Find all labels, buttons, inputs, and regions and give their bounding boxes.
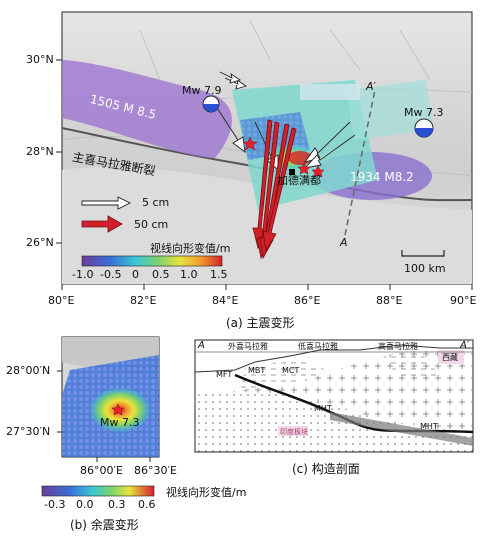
b-lon-label-8630: 86°30′E: [134, 464, 177, 477]
c-a-prime-label: A′: [460, 340, 470, 351]
c-mht2: MHT: [420, 422, 438, 431]
lon-label-90: 90°E: [450, 294, 477, 307]
colorbar-a-tick: 1.0: [180, 268, 198, 281]
colorbar-a-tick: 0.5: [152, 268, 170, 281]
b-mw-label: Mw 7.3: [100, 416, 140, 429]
caption-b: (b) 余震变形: [70, 518, 139, 532]
scale-bar: [401, 250, 445, 257]
colorbar-a-tick: 0: [132, 268, 139, 281]
profile-a-label: A: [340, 236, 348, 249]
aftershock-insar: [62, 355, 159, 457]
label-1934: 1934 M8.2: [350, 170, 414, 184]
lon-label-86: 86°E: [294, 294, 321, 307]
colorbar-b: [41, 485, 155, 497]
city-label: 加德满都: [277, 174, 321, 187]
colorbar-a-tick: -1.0: [72, 268, 94, 281]
c-mht: MHT: [314, 404, 332, 413]
profile-line: [344, 89, 376, 236]
kathmandu-marker: [289, 169, 295, 175]
epicenter-stars: [242, 136, 325, 178]
c-mft: MFT: [216, 370, 233, 379]
mw79-label: Mw 7.9: [182, 84, 222, 97]
colorbar-a-tick: -0.5: [100, 268, 122, 281]
b-colorbar-tick: 0.0: [76, 498, 94, 511]
b-colorbar-tick: 0.3: [108, 498, 126, 511]
lon-label-80: 80°E: [48, 294, 75, 307]
caption-a: (a) 主震变形: [226, 316, 295, 330]
lat-label-26: 26°N: [26, 236, 54, 249]
beachball-mw73: [414, 118, 434, 138]
mw73-label: Mw 7.3: [404, 106, 444, 119]
beachball-mw79: [202, 95, 220, 113]
c-mbt: MBT: [248, 366, 266, 375]
colorbar-a-tick: 1.5: [210, 268, 228, 281]
c-zone-higher: 高喜马拉雅: [378, 342, 418, 351]
b-lon-label-86: 86°00′E: [80, 464, 123, 477]
rupture-1505: [62, 60, 232, 158]
legend-arrows: [81, 196, 132, 233]
b-lat-label-28: 28°00′N: [6, 364, 51, 377]
b-colorbar-tick: 0.6: [138, 498, 156, 511]
b-colorbar-tick: -0.3: [44, 498, 66, 511]
c-mct: MCT: [282, 366, 300, 375]
c-zone-lesser: 低喜马拉雅: [298, 342, 338, 351]
c-tibet: 西藏: [442, 353, 458, 362]
c-zone-outer: 外喜马拉雅: [228, 342, 268, 351]
lon-label-82: 82°E: [130, 294, 157, 307]
lon-label-84: 84°E: [212, 294, 239, 307]
lon-label-88: 88°E: [376, 294, 403, 307]
b-colorbar-title: 视线向形变值/m: [166, 486, 247, 499]
lat-label-30: 30°N: [26, 53, 54, 66]
colorbar-a: [81, 255, 223, 267]
c-a-label: A: [198, 340, 205, 351]
colorbar-a-title: 视线向形变值/m: [150, 242, 231, 255]
legend-5cm: 5 cm: [142, 196, 170, 209]
cross-section: [194, 344, 474, 452]
scale-label: 100 km: [404, 262, 446, 275]
c-indian-plate: 印度板块: [280, 428, 308, 436]
profile-a-prime-label: A′: [366, 80, 377, 93]
aftershock-star: [111, 403, 125, 416]
legend-50cm: 50 cm: [134, 218, 169, 231]
red-displacement-arrows: [252, 119, 297, 260]
b-lat-label-2730: 27°30′N: [6, 425, 51, 438]
lat-label-28: 28°N: [26, 145, 54, 158]
caption-c: (c) 构造剖面: [292, 462, 360, 476]
